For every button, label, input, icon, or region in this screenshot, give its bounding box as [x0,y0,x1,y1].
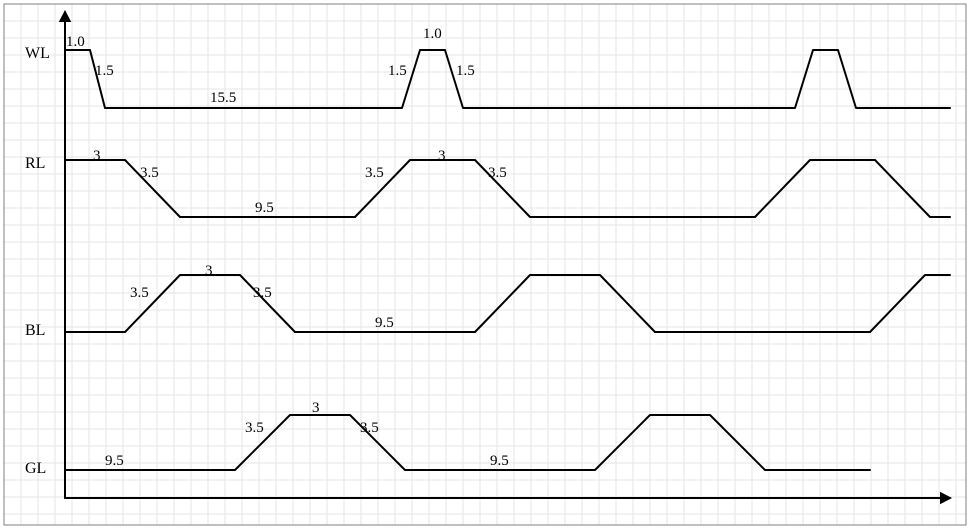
annotation: 3.5 [253,285,272,302]
annotation: 1.5 [388,63,407,80]
annotation: 9.5 [490,453,509,470]
annotation: 3.5 [360,420,379,437]
signal-label-bl: BL [25,322,45,340]
signal-label-rl: RL [25,155,45,173]
signal-rl [65,160,950,217]
plot-layer [0,0,970,529]
annotation: 1.0 [423,26,442,43]
timing-diagram: { "canvas": { "width": 970, "height": 52… [0,0,970,529]
annotation: 9.5 [255,200,274,217]
annotation: 3.5 [365,165,384,182]
annotation: 1.0 [66,34,85,51]
signal-label-gl: GL [25,460,46,478]
annotation: 3.5 [130,285,149,302]
annotation: 3 [93,148,101,165]
annotation: 9.5 [375,315,394,332]
annotation: 3.5 [140,165,159,182]
annotation: 3.5 [488,165,507,182]
annotation: 3 [205,263,213,280]
annotation: 15.5 [210,90,236,107]
annotation: 1.5 [456,63,475,80]
annotation: 3.5 [245,420,264,437]
signal-gl [65,415,870,470]
annotation: 3 [312,400,320,417]
signal-bl [65,275,950,332]
signal-wl [65,50,950,108]
signal-label-wl: WL [25,45,50,63]
annotation: 9.5 [105,453,124,470]
annotation: 3 [438,148,446,165]
annotation: 1.5 [95,63,114,80]
